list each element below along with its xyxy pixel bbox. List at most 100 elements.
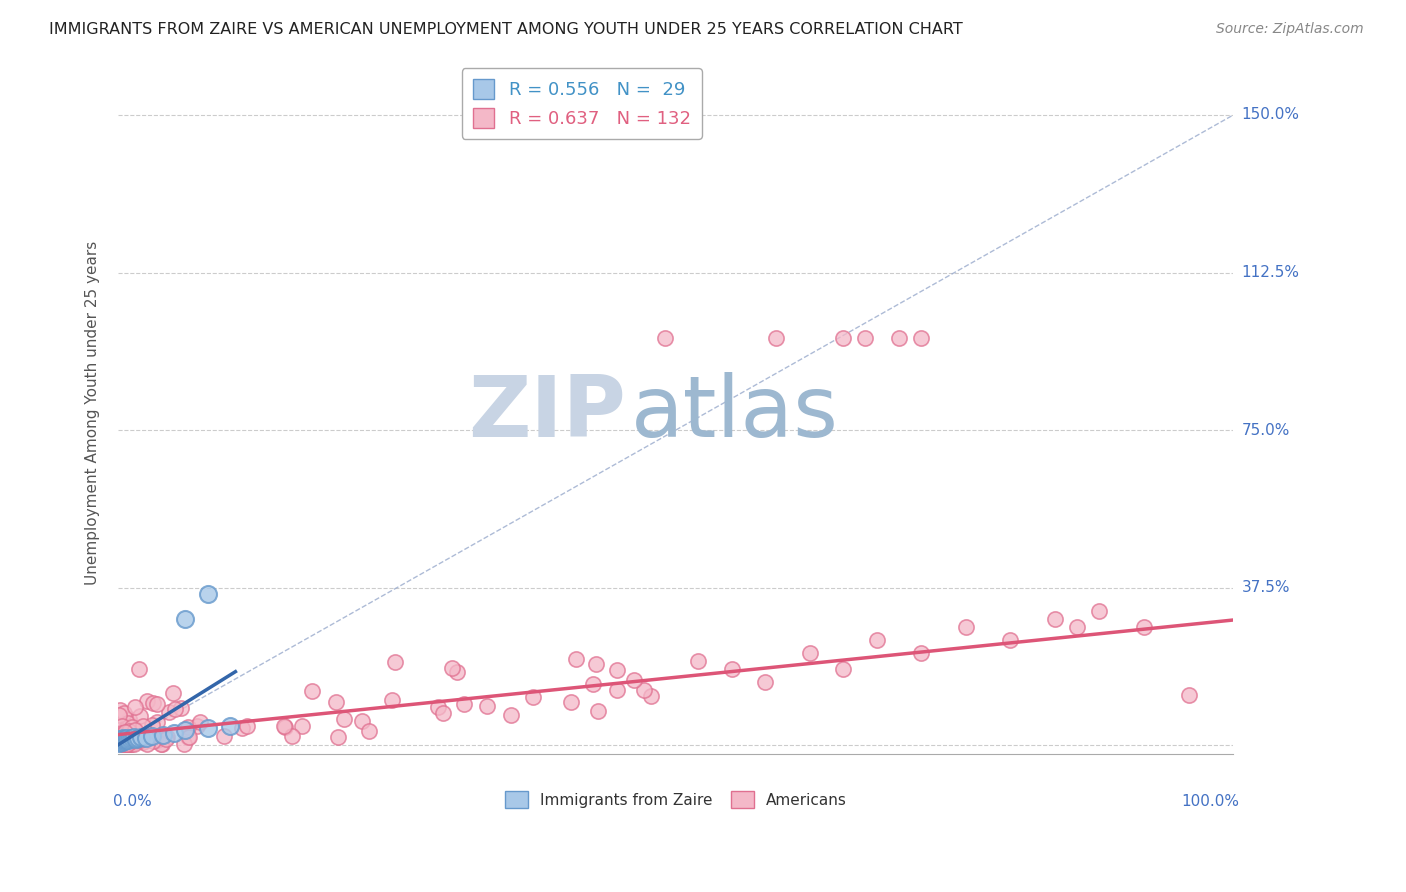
Point bbox=[1043, 612, 1066, 626]
Point bbox=[120, 729, 142, 743]
Point bbox=[142, 696, 165, 710]
Point bbox=[720, 663, 742, 677]
Point bbox=[129, 730, 152, 744]
Point bbox=[865, 633, 887, 648]
Point bbox=[333, 712, 356, 726]
Point bbox=[127, 732, 149, 747]
Point bbox=[522, 690, 544, 704]
Point bbox=[477, 698, 499, 713]
Point bbox=[108, 733, 131, 747]
Point bbox=[108, 708, 131, 723]
Point bbox=[129, 733, 152, 747]
Point bbox=[115, 731, 138, 745]
Point bbox=[117, 735, 139, 749]
Point bbox=[1000, 633, 1022, 648]
Point bbox=[118, 737, 141, 751]
Point bbox=[1177, 688, 1199, 702]
Point bbox=[1066, 620, 1088, 634]
Point bbox=[150, 737, 173, 751]
Point bbox=[640, 689, 662, 703]
Point bbox=[122, 733, 145, 747]
Point bbox=[141, 729, 163, 743]
Point bbox=[381, 693, 404, 707]
Point bbox=[170, 701, 193, 715]
Point bbox=[887, 331, 910, 345]
Point bbox=[114, 725, 136, 739]
Point bbox=[110, 731, 132, 746]
Point bbox=[136, 694, 159, 708]
Point bbox=[143, 731, 166, 745]
Point bbox=[910, 646, 932, 660]
Point bbox=[197, 721, 219, 735]
Point bbox=[122, 724, 145, 739]
Point bbox=[162, 686, 184, 700]
Point bbox=[121, 733, 143, 747]
Point bbox=[152, 728, 174, 742]
Point bbox=[325, 695, 347, 709]
Point bbox=[115, 736, 138, 750]
Point bbox=[118, 735, 141, 749]
Point bbox=[218, 719, 240, 733]
Point bbox=[120, 737, 142, 751]
Point bbox=[128, 663, 150, 677]
Point bbox=[146, 733, 169, 747]
Point bbox=[139, 729, 162, 743]
Point bbox=[453, 698, 475, 712]
Point bbox=[765, 331, 787, 345]
Text: 37.5%: 37.5% bbox=[1241, 580, 1291, 595]
Point bbox=[111, 733, 134, 747]
Point bbox=[135, 731, 157, 745]
Point bbox=[132, 735, 155, 749]
Point bbox=[174, 723, 197, 738]
Point bbox=[1088, 604, 1111, 618]
Point bbox=[124, 726, 146, 740]
Point bbox=[301, 683, 323, 698]
Point bbox=[112, 734, 135, 748]
Point bbox=[190, 714, 212, 729]
Point bbox=[173, 737, 195, 751]
Point bbox=[146, 715, 169, 730]
Text: 150.0%: 150.0% bbox=[1241, 108, 1299, 122]
Point bbox=[122, 730, 145, 744]
Point bbox=[117, 733, 139, 747]
Point bbox=[111, 724, 134, 739]
Text: 75.0%: 75.0% bbox=[1241, 423, 1289, 438]
Point bbox=[111, 735, 134, 749]
Point bbox=[111, 726, 134, 740]
Text: atlas: atlas bbox=[631, 372, 839, 455]
Point bbox=[129, 731, 152, 745]
Point bbox=[118, 724, 141, 739]
Point bbox=[129, 709, 152, 723]
Point bbox=[149, 737, 172, 751]
Point bbox=[121, 720, 143, 734]
Point bbox=[132, 719, 155, 733]
Point bbox=[128, 731, 150, 746]
Point bbox=[177, 720, 200, 734]
Point bbox=[124, 733, 146, 747]
Point bbox=[122, 737, 145, 751]
Point bbox=[111, 734, 134, 748]
Legend: Immigrants from Zaire, Americans: Immigrants from Zaire, Americans bbox=[499, 785, 853, 814]
Text: 112.5%: 112.5% bbox=[1241, 265, 1299, 280]
Point bbox=[111, 731, 134, 745]
Point bbox=[350, 714, 373, 729]
Point bbox=[186, 719, 208, 733]
Point bbox=[142, 734, 165, 748]
Point bbox=[110, 734, 132, 748]
Point bbox=[499, 708, 522, 723]
Point bbox=[117, 725, 139, 739]
Point bbox=[654, 331, 676, 345]
Point bbox=[117, 737, 139, 751]
Point bbox=[832, 331, 855, 345]
Point bbox=[112, 706, 135, 720]
Point bbox=[120, 737, 142, 751]
Point bbox=[117, 716, 139, 731]
Point bbox=[212, 729, 235, 743]
Point bbox=[853, 331, 876, 345]
Point bbox=[108, 736, 131, 750]
Point bbox=[281, 729, 304, 743]
Point bbox=[799, 646, 821, 660]
Point bbox=[231, 721, 253, 735]
Text: ZIP: ZIP bbox=[468, 372, 626, 455]
Point bbox=[155, 732, 177, 747]
